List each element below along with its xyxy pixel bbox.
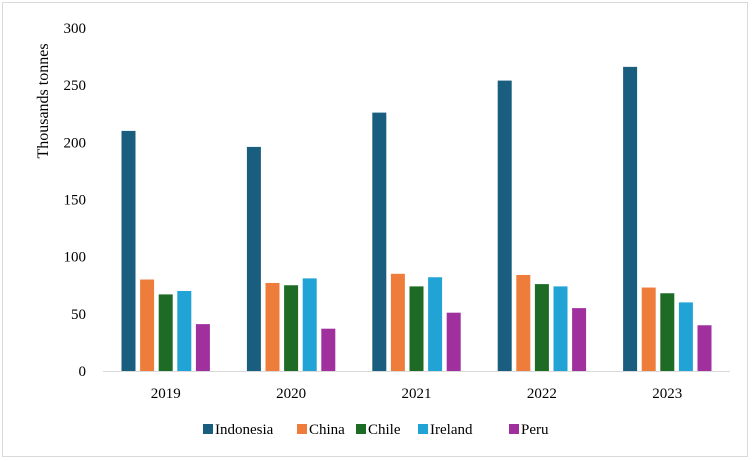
legend-label-china: China (309, 422, 345, 438)
y-tick-label: 0 (79, 364, 87, 380)
legend-label-chile: Chile (368, 422, 401, 438)
x-tick-label: 2023 (652, 386, 682, 402)
bar-peru-2020 (321, 328, 336, 371)
bar-ireland-2019 (177, 290, 192, 371)
legend-label-ireland: Ireland (430, 422, 473, 438)
bar-indonesia-2019 (121, 130, 136, 371)
bar-peru-2022 (572, 308, 587, 371)
bar-indonesia-2021 (372, 112, 387, 372)
y-axis-label: Thousands tonnes (35, 43, 52, 158)
bar-indonesia-2022 (497, 80, 512, 372)
y-tick-label: 50 (71, 307, 86, 323)
bar-chile-2023 (660, 293, 675, 371)
legend-label-indonesia: Indonesia (215, 422, 274, 438)
bar-peru-2019 (195, 324, 210, 371)
x-tick-label: 2019 (151, 386, 181, 402)
x-tick-label: 2020 (276, 386, 306, 402)
legend: Indonesia China Chile Ireland Peru (203, 422, 549, 438)
bar-ireland-2020 (302, 278, 317, 371)
x-tick-labels: 2019 2020 2021 2022 2023 (151, 386, 683, 402)
legend-swatch-peru (509, 424, 519, 434)
bar-chile-2020 (284, 285, 299, 371)
bar-indonesia-2023 (623, 66, 638, 371)
legend-swatch-china (297, 424, 307, 434)
y-tick-label: 200 (64, 135, 87, 151)
y-tick-labels: 0 50 100 150 200 250 300 (64, 21, 87, 380)
bar-china-2022 (516, 274, 531, 371)
y-tick-label: 150 (64, 193, 87, 209)
bar-china-2023 (641, 287, 656, 371)
bar-china-2021 (390, 273, 405, 371)
x-tick-label: 2021 (402, 386, 432, 402)
y-tick-label: 250 (64, 78, 87, 94)
x-tick-label: 2022 (527, 386, 557, 402)
bar-indonesia-2020 (246, 146, 261, 371)
bar-peru-2023 (697, 325, 712, 371)
bar-ireland-2022 (553, 286, 568, 371)
legend-swatch-indonesia (203, 424, 213, 434)
bars (121, 66, 712, 372)
bar-china-2020 (265, 282, 280, 371)
bar-ireland-2021 (428, 277, 443, 371)
legend-swatch-chile (356, 424, 366, 434)
legend-swatch-ireland (418, 424, 428, 434)
y-tick-label: 300 (64, 21, 87, 37)
legend-label-peru: Peru (521, 422, 549, 438)
bar-ireland-2023 (678, 302, 693, 371)
bar-china-2019 (140, 279, 155, 371)
y-tick-label: 100 (64, 250, 87, 266)
bar-chile-2021 (409, 286, 424, 371)
bar-chile-2019 (158, 294, 173, 371)
bar-peru-2021 (446, 312, 461, 371)
bar-chile-2022 (534, 284, 549, 371)
